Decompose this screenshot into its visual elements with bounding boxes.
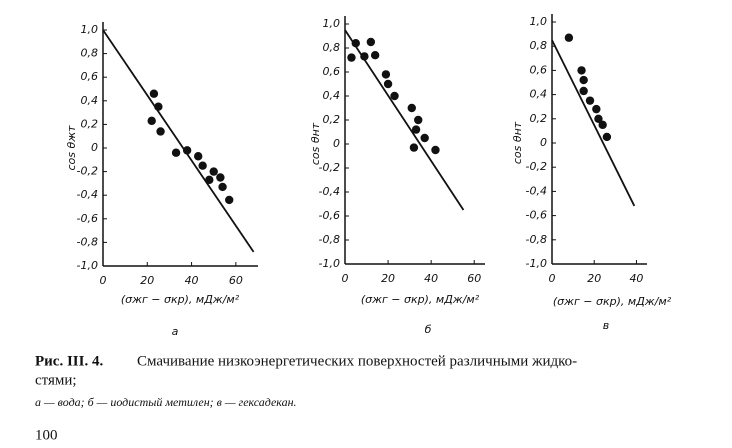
y-tick-label: -0,4: [77, 188, 98, 201]
x-tick-label: 20: [140, 274, 154, 287]
x-tick-label: 20: [587, 272, 601, 285]
data-point: [564, 33, 574, 42]
data-point: [218, 182, 227, 192]
caption-legend: а — вода; б — иодистый метилен; в — гекс…: [35, 395, 297, 409]
y-tick-label: -1,0: [319, 257, 340, 270]
x-axis-title: (σжг − σкр), мДж/м²: [121, 293, 240, 306]
page-number: 100: [35, 427, 58, 443]
y-tick-label: 0,8: [323, 41, 341, 54]
y-tick-label: 0,6: [530, 63, 548, 76]
data-point: [154, 102, 163, 111]
x-tick-label: 0: [342, 272, 349, 285]
data-point: [411, 125, 421, 134]
y-tick-label: -0,2: [77, 165, 98, 178]
y-tick-label: -0,4: [319, 185, 340, 198]
fit-line: [551, 39, 636, 207]
y-tick-label: 0,4: [323, 89, 341, 102]
x-tick-label: 40: [629, 272, 643, 285]
y-tick-label: -0,2: [319, 161, 340, 174]
data-point: [147, 116, 156, 126]
y-tick-label: 1,0: [323, 17, 341, 30]
y-tick-label: 0,8: [81, 47, 99, 60]
data-point: [360, 52, 369, 61]
y-tick-label: -0,8: [77, 235, 98, 248]
data-point: [351, 39, 360, 48]
y-axis-title: cos θнт: [309, 122, 322, 165]
y-tick-label: 0,4: [81, 94, 99, 107]
y-tick-label: 0,6: [81, 70, 99, 83]
data-point: [579, 75, 588, 85]
panel-label: б: [425, 323, 432, 336]
data-point: [383, 79, 393, 89]
data-point: [171, 148, 181, 157]
y-tick-label: -0,6: [526, 209, 547, 222]
panel-label: а: [172, 325, 179, 338]
data-point: [592, 104, 601, 114]
caption-number: Рис. III. 4.: [35, 353, 103, 369]
data-point: [149, 89, 159, 98]
data-point: [431, 145, 440, 155]
data-point: [216, 173, 225, 182]
data-point: [407, 103, 416, 113]
data-point: [182, 146, 192, 155]
y-tick-label: -0,6: [319, 209, 340, 222]
x-tick-label: 20: [381, 272, 395, 285]
data-point: [198, 161, 207, 170]
y-tick-label: 0,2: [323, 113, 341, 126]
data-point: [409, 143, 419, 152]
y-axis-title: cos θжт: [65, 125, 78, 171]
x-axis-title: (σжг − σкр), мДж/м²: [553, 295, 672, 308]
y-tick-label: -0,8: [526, 233, 547, 246]
data-point: [156, 127, 165, 136]
data-point: [370, 51, 380, 60]
data-point: [598, 120, 607, 130]
y-tick-label: 0: [91, 141, 98, 154]
data-point: [209, 167, 218, 176]
data-point: [585, 96, 595, 105]
x-tick-label: 0: [100, 274, 107, 287]
y-tick-label: -0,4: [526, 184, 547, 197]
data-point: [602, 132, 612, 142]
y-tick-label: 1,0: [530, 15, 548, 28]
data-point: [420, 133, 429, 143]
panel-label: в: [603, 319, 609, 332]
data-point: [205, 175, 214, 185]
y-tick-label: 0: [333, 137, 340, 150]
data-point: [390, 91, 399, 101]
y-tick-label: -1,0: [77, 259, 98, 272]
data-point: [194, 152, 203, 161]
y-axis-title: cos θнт: [511, 121, 524, 164]
x-tick-label: 60: [467, 272, 481, 285]
data-point: [366, 37, 376, 47]
x-tick-label: 0: [549, 272, 556, 285]
y-tick-label: 0,8: [530, 39, 548, 52]
y-tick-label: -0,6: [77, 212, 98, 225]
x-tick-label: 60: [229, 274, 243, 287]
caption-text: стями;: [35, 372, 77, 388]
data-point: [579, 86, 588, 96]
x-axis-title: (σжг − σкр), мДж/м²: [361, 293, 480, 306]
data-point: [225, 195, 234, 205]
y-tick-label: -0,2: [526, 160, 547, 173]
y-tick-label: -1,0: [526, 257, 547, 270]
y-tick-label: 0: [540, 136, 547, 149]
y-tick-label: 0,6: [323, 65, 341, 78]
caption-text: Смачивание низкоэнергетических поверхнос…: [137, 353, 577, 369]
y-tick-label: 0,2: [81, 117, 99, 130]
y-tick-label: 1,0: [81, 23, 99, 36]
data-point: [577, 66, 586, 75]
y-tick-label: -0,8: [319, 233, 340, 246]
data-point: [414, 115, 423, 125]
y-tick-label: 0,2: [530, 112, 548, 125]
y-tick-label: 0,4: [530, 88, 548, 101]
data-point: [594, 114, 603, 124]
data-point: [347, 53, 356, 62]
fit-line: [102, 29, 255, 253]
x-tick-label: 40: [424, 272, 438, 285]
data-point: [381, 70, 391, 79]
x-tick-label: 40: [185, 274, 199, 287]
